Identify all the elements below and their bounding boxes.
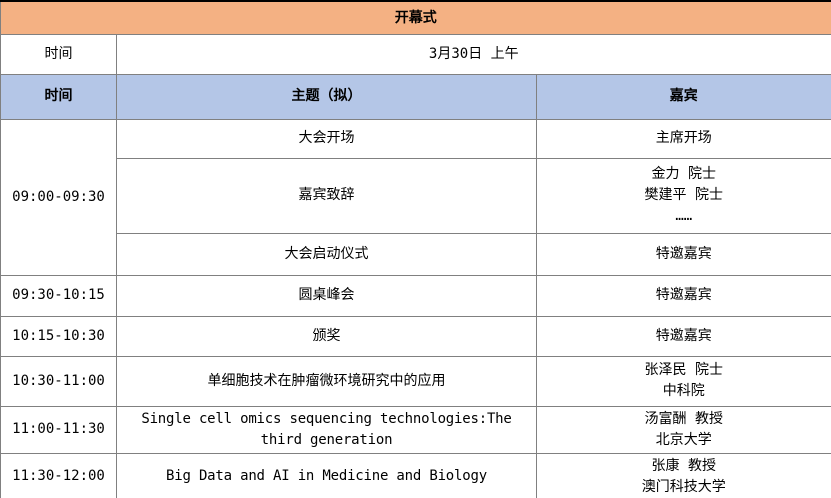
session-guest: 张泽民 院士 中科院: [535, 355, 831, 407]
table-row: 11:30-12:00 Big Data and AI in Medicine …: [0, 452, 831, 498]
col-header-guest: 嘉宾: [535, 73, 831, 120]
date-row-label: 时间: [0, 33, 117, 75]
session-topic: 大会启动仪式: [116, 232, 537, 276]
col-header-time: 时间: [0, 73, 117, 120]
guest-line: 特邀嘉宾: [655, 287, 712, 303]
session-topic: Single cell omics sequencing technologie…: [116, 405, 537, 454]
table-row: 09:00-09:30 大会开场 主席开场: [0, 118, 831, 276]
col-header-topic: 主题（拟）: [116, 73, 537, 120]
guest-line: 澳门科技大学: [641, 478, 726, 495]
session-topic: 单细胞技术在肿瘤微环境研究中的应用: [116, 355, 537, 407]
title-row: 开幕式: [0, 0, 831, 35]
column-header-row: 时间 主题（拟） 嘉宾: [0, 73, 831, 120]
date-row-value: 3月30日 上午: [115, 33, 831, 75]
guest-line: 特邀嘉宾: [655, 327, 712, 344]
table-row: 10:15-10:30 颁奖 特邀嘉宾: [0, 315, 831, 357]
table-row: 嘉宾致辞 金力 院士 樊建平 院士 ……: [1, 157, 831, 234]
session-guest: 张康 教授 澳门科技大学: [535, 452, 831, 498]
session-guest: 特邀嘉宾: [535, 232, 831, 276]
session-guest: 主席开场: [535, 118, 831, 159]
session-topic: 颁奖: [116, 315, 537, 357]
session-topic: 嘉宾致辞: [116, 157, 537, 234]
session-time: 11:30-12:00: [0, 452, 117, 498]
guest-line: 主席开场: [655, 130, 712, 146]
guest-line: 汤富酬 教授: [644, 410, 723, 427]
session-time: 10:15-10:30: [0, 315, 117, 357]
session-guest: 特邀嘉宾: [535, 274, 831, 317]
table-row: 10:30-11:00 单细胞技术在肿瘤微环境研究中的应用 张泽民 院士 中科院: [0, 355, 831, 407]
table-title: 开幕式: [0, 0, 831, 35]
guest-line: 特邀嘉宾: [655, 245, 712, 262]
guest-line: 中科院: [662, 383, 705, 399]
guest-line: 张泽民 院士: [644, 362, 723, 378]
session-topic: Big Data and AI in Medicine and Biology: [116, 452, 537, 498]
guest-line: 樊建平 院士: [644, 187, 723, 203]
session-guest: 金力 院士 樊建平 院士 ……: [535, 157, 831, 234]
table-row: 大会启动仪式 特邀嘉宾: [1, 232, 831, 276]
table-row: 11:00-11:30 Single cell omics sequencing…: [0, 405, 831, 454]
session-topic: 圆桌峰会: [116, 274, 537, 317]
date-row: 时间 3月30日 上午: [0, 33, 831, 75]
session-topic: 大会开场: [116, 118, 537, 159]
session-time: 09:00-09:30: [0, 118, 117, 276]
session-time: 09:30-10:15: [0, 274, 117, 317]
guest-line: ……: [675, 208, 693, 224]
guest-line: 北京大学: [655, 431, 712, 448]
guest-line: 张康 教授: [651, 457, 716, 474]
table-row: 09:30-10:15 圆桌峰会 特邀嘉宾: [0, 274, 831, 317]
session-guest: 特邀嘉宾: [535, 315, 831, 357]
session-time: 11:00-11:30: [0, 405, 117, 454]
session-time: 10:30-11:00: [0, 355, 117, 407]
guest-line: 金力 院士: [651, 166, 716, 182]
session-guest: 汤富酬 教授 北京大学: [535, 405, 831, 454]
